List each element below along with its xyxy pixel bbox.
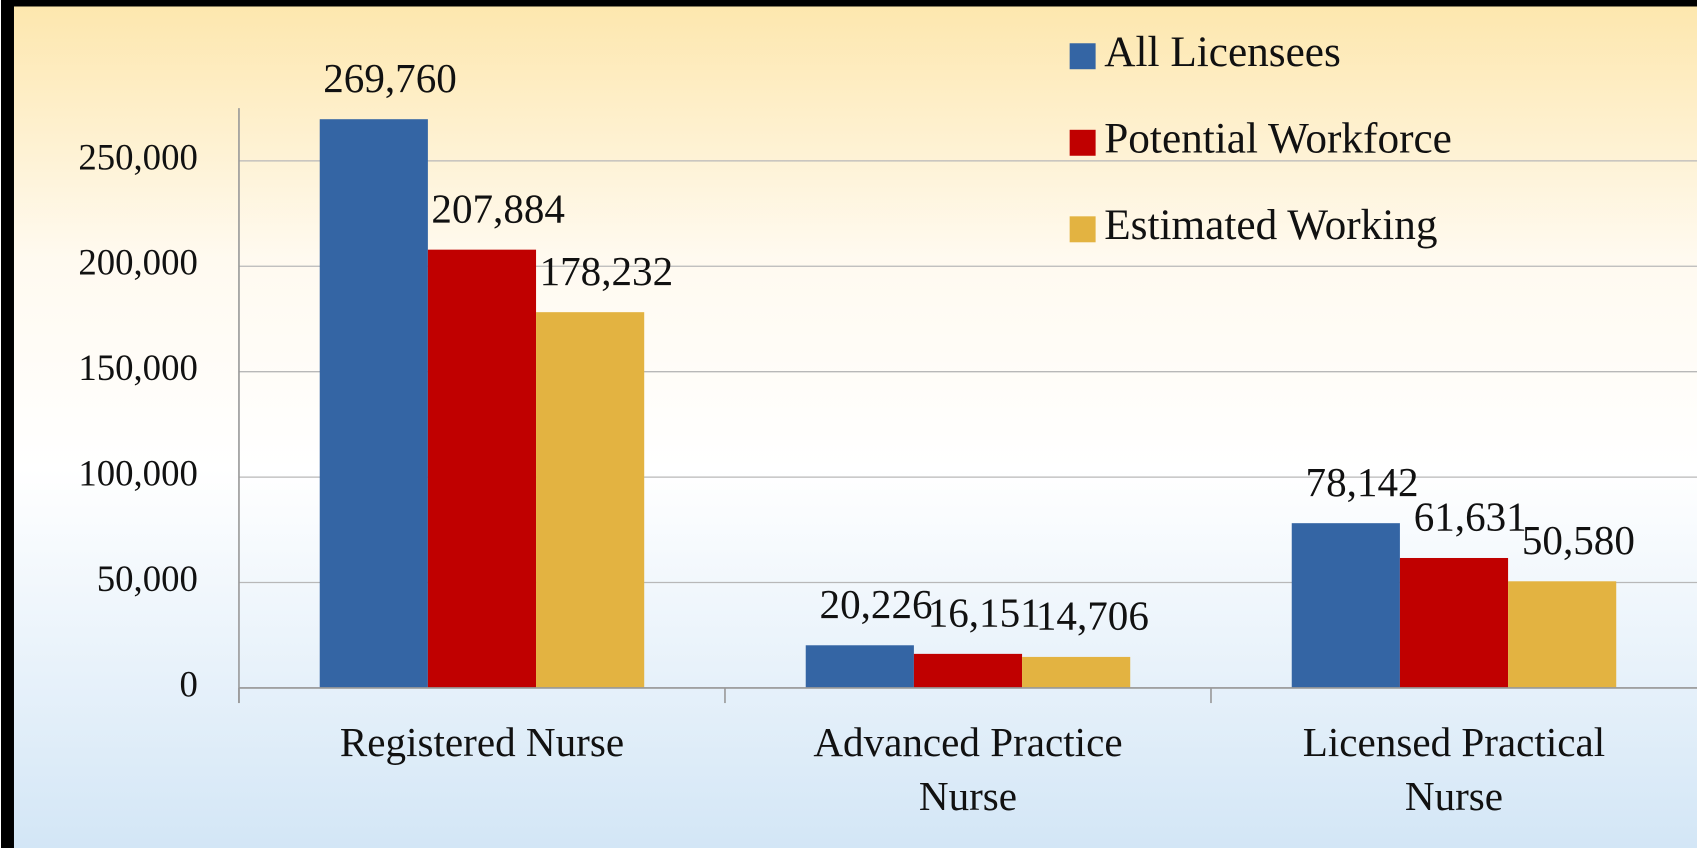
x-tick-label: Advanced Practice Nurse — [813, 720, 1123, 820]
data-label: 14,706 — [1036, 593, 1149, 639]
legend-swatch — [1069, 129, 1096, 156]
bar — [1291, 523, 1400, 688]
y-tick-label: 150,000 — [78, 347, 198, 388]
background — [13, 6, 1697, 848]
data-label: 50,580 — [1522, 517, 1635, 563]
legend-label: Estimated Working — [1104, 201, 1437, 249]
data-label: 269,760 — [323, 55, 457, 101]
legend-label: All Licensees — [1104, 28, 1341, 76]
y-tick-label: 200,000 — [78, 242, 198, 283]
bar — [1399, 557, 1509, 688]
bar — [1508, 581, 1617, 688]
bar — [913, 653, 1023, 688]
y-tick-label: 100,000 — [78, 453, 198, 494]
x-tick-label: Licensed Practical Nurse — [1302, 720, 1606, 820]
bar — [319, 119, 428, 688]
data-label: 78,142 — [1306, 459, 1419, 505]
data-label: 20,226 — [820, 581, 933, 627]
y-tick-label: 50,000 — [97, 558, 198, 599]
bar — [427, 249, 537, 688]
data-label: 207,884 — [431, 185, 565, 231]
legend-swatch — [1069, 216, 1096, 243]
y-tick-label: 0 — [179, 663, 197, 704]
x-tick-label: Registered Nurse — [339, 720, 625, 766]
legend-label: Potential Workforce — [1104, 115, 1452, 163]
bar — [1022, 656, 1131, 688]
data-label: 178,232 — [540, 248, 674, 294]
bar — [536, 312, 645, 688]
y-tick-label: 250,000 — [78, 136, 198, 177]
bar — [805, 645, 914, 688]
x-tick-label-box: Registered Nurse — [339, 720, 625, 766]
legend-swatch — [1069, 43, 1096, 70]
data-label: 61,631 — [1414, 494, 1527, 540]
x-tick-label-box: Licensed Practical Nurse — [1302, 720, 1606, 820]
x-tick-label-box: Advanced Practice Nurse — [813, 720, 1123, 820]
data-label: 16,151 — [928, 590, 1041, 636]
